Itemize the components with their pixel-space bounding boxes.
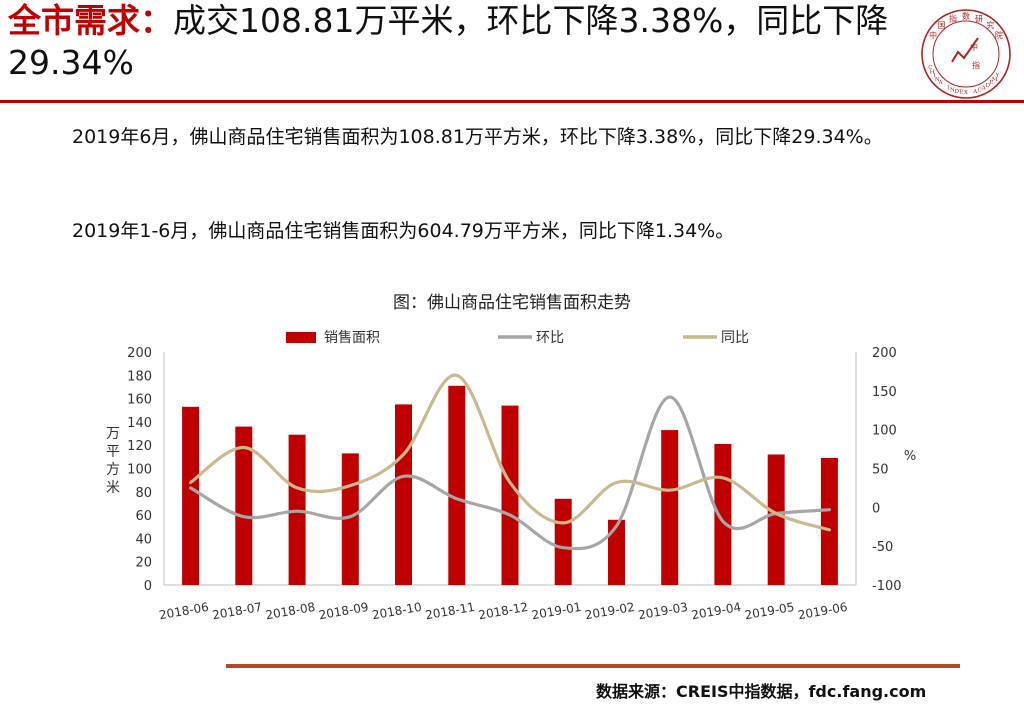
right-tick-label: 50 <box>872 463 889 478</box>
left-tick-label: 40 <box>135 532 152 547</box>
right-axis-label: % <box>904 449 916 464</box>
x-tick-label: 2018-06 <box>158 600 210 622</box>
left-axis-label-char: 米 <box>106 480 120 496</box>
logo-center-char-2: 指 <box>972 60 980 70</box>
bar-2018-12 <box>501 405 519 585</box>
bar-2018-06 <box>182 406 200 585</box>
x-tick-label: 2019-04 <box>690 600 742 622</box>
bar-2019-02 <box>608 519 625 585</box>
logo-cn-char: 中 <box>929 30 937 40</box>
legend-swatch-sales <box>286 332 316 343</box>
source-divider <box>226 664 960 668</box>
bar-2019-06 <box>820 458 838 585</box>
x-tick-label: 2018-08 <box>264 600 316 622</box>
right-tick-label: 0 <box>872 501 880 516</box>
x-tick-label: 2018-09 <box>318 600 370 622</box>
bar-2019-01 <box>554 498 572 585</box>
bar-2018-11 <box>448 385 466 585</box>
x-tick-label: 2019-05 <box>744 600 796 622</box>
x-tick-label: 2019-03 <box>637 600 689 622</box>
logo-en-char: A <box>981 86 987 92</box>
logo-en-char: C <box>977 88 981 94</box>
summary-paragraph-1: 2019年6月，佛山商品住宅销售面积为108.81万平方米，环比下降3.38%，… <box>72 126 883 148</box>
left-tick-label: 20 <box>135 556 152 571</box>
logo-en-char: I <box>947 86 949 92</box>
line-series-yoy <box>189 373 831 532</box>
line-series-mom <box>189 395 831 551</box>
page-title: 全市需求：成交108.81万平米，环比下降3.38%，同比下降29.34% <box>8 0 928 84</box>
right-tick-label: 150 <box>872 385 897 400</box>
logo-en-char: N <box>950 88 955 94</box>
logo-en-char: A <box>972 89 978 95</box>
left-tick-label: 100 <box>127 463 152 478</box>
right-tick-label: 200 <box>872 346 897 361</box>
bar-2019-03 <box>661 430 679 585</box>
left-tick-label: 60 <box>135 509 152 524</box>
x-tick-label: 2018-10 <box>371 600 423 622</box>
logo-en-char: I <box>933 73 935 79</box>
logo-en-char: M <box>992 77 998 83</box>
bar-2018-10 <box>395 404 412 585</box>
logo-cn-arc: 中国指数研究院 <box>929 11 1003 40</box>
logo-en-char: A <box>938 80 944 86</box>
left-tick-label: 80 <box>135 486 152 501</box>
legend-label: 环比 <box>536 330 564 346</box>
title-highlight: 全市需求： <box>8 1 173 40</box>
left-tick-label: 180 <box>127 369 152 384</box>
chart-title: 图：佛山商品住宅销售面积走势 <box>393 293 631 313</box>
logo-cn-char: 究 <box>986 20 994 30</box>
logo-en-char: E <box>959 90 963 96</box>
right-tick-label: -100 <box>872 579 902 594</box>
right-tick-label: -50 <box>872 540 893 555</box>
logo-en-char: D <box>986 83 991 89</box>
logo-en-char: C <box>928 65 932 71</box>
bar-2019-05 <box>767 454 785 585</box>
logo-center-char-1: 中 <box>970 42 978 52</box>
data-source: 数据来源：CREIS中指数据，fdc.fang.com <box>596 682 927 701</box>
summary-paragraph-2: 2019年1-6月，佛山商品住宅销售面积为604.79万平方米，同比下降1.34… <box>72 220 735 242</box>
left-axis-label-char: 平 <box>106 444 120 460</box>
left-axis-label-char: 方 <box>106 462 120 478</box>
left-tick-label: 200 <box>127 346 152 361</box>
right-tick-label: 100 <box>872 424 897 439</box>
logo-cn-char: 指 <box>949 13 957 23</box>
logo-cn-char: 国 <box>938 21 946 30</box>
logo-en-char: N <box>935 77 940 83</box>
x-tick-label: 2018-12 <box>477 600 529 622</box>
x-tick-label: 2019-06 <box>797 600 849 622</box>
logo-cn-char: 研 <box>975 14 983 23</box>
logo-en-char: X <box>964 90 968 96</box>
x-tick-label: 2018-07 <box>211 600 263 622</box>
x-tick-label: 2019-02 <box>584 600 636 622</box>
logo-en-char: E <box>989 80 993 86</box>
bar-2018-07 <box>235 426 253 585</box>
legend-label: 销售面积 <box>324 330 380 346</box>
logo-en-char: Y <box>995 73 1000 79</box>
left-tick-label: 140 <box>127 416 152 431</box>
logo-cn-char: 院 <box>995 30 1003 40</box>
legend-label: 同比 <box>721 330 749 346</box>
title-divider <box>0 100 1024 103</box>
left-tick-label: 0 <box>144 579 152 594</box>
x-tick-label: 2018-11 <box>424 600 476 622</box>
left-axis-label-char: 万 <box>106 426 120 442</box>
logo-en-char: D <box>955 89 960 95</box>
logo-en-char: H <box>930 69 935 75</box>
left-tick-label: 120 <box>127 439 152 454</box>
left-tick-label: 160 <box>127 393 152 408</box>
x-tick-label: 2019-01 <box>531 600 583 622</box>
logo-cn-char: 数 <box>962 11 970 21</box>
title-text: 成交108.81万平米，环比下降3.38%，同比下降29.34% <box>8 1 889 82</box>
